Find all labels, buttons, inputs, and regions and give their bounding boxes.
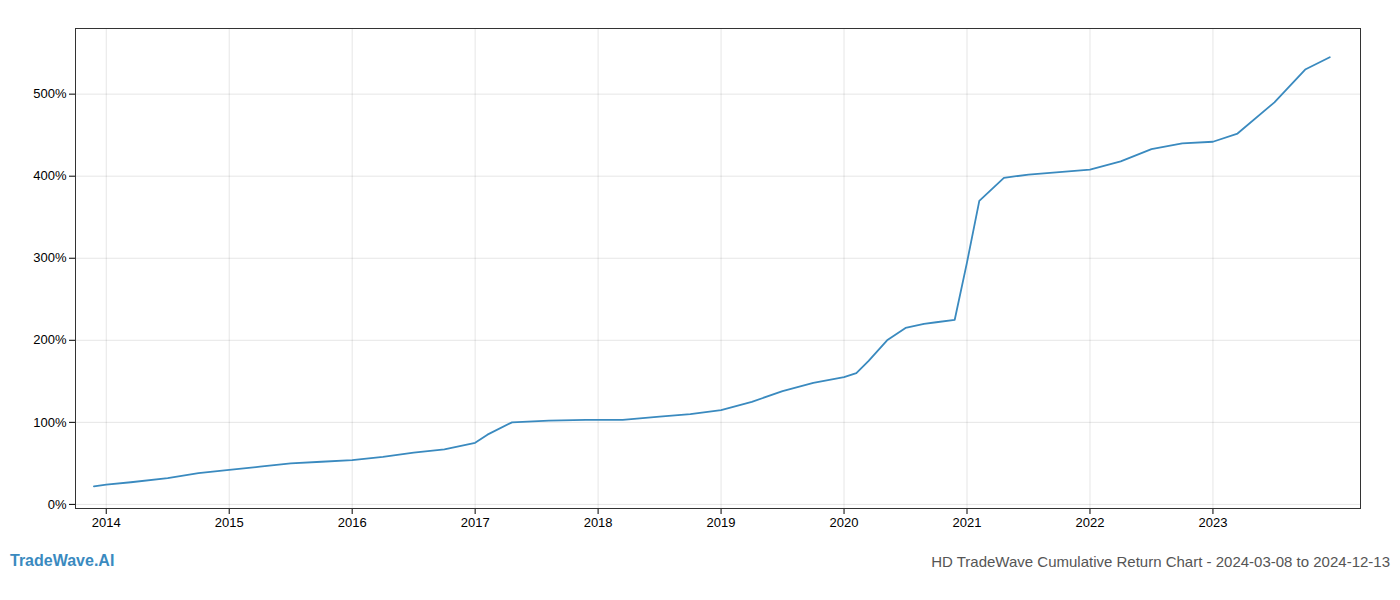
svg-text:300%: 300% [33, 250, 67, 265]
svg-text:2017: 2017 [461, 515, 490, 530]
svg-text:2022: 2022 [1076, 515, 1105, 530]
svg-text:0%: 0% [48, 497, 67, 512]
svg-text:2019: 2019 [707, 515, 736, 530]
html-text:HD TradeWave Cumulative Return: HD TradeWave Cumulative Return Chart - 2… [931, 553, 1390, 570]
svg-text:100%: 100% [33, 415, 67, 430]
svg-text:2021: 2021 [953, 515, 982, 530]
svg-text:2023: 2023 [1198, 515, 1227, 530]
svg-text:2020: 2020 [830, 515, 859, 530]
svg-text:2015: 2015 [215, 515, 244, 530]
svg-text:2016: 2016 [338, 515, 367, 530]
svg-text:2018: 2018 [584, 515, 613, 530]
svg-text:400%: 400% [33, 168, 67, 183]
html-text:TradeWave.AI: TradeWave.AI [10, 552, 115, 569]
svg-text:2014: 2014 [92, 515, 121, 530]
svg-text:200%: 200% [33, 332, 67, 347]
svg-text:500%: 500% [33, 86, 67, 101]
